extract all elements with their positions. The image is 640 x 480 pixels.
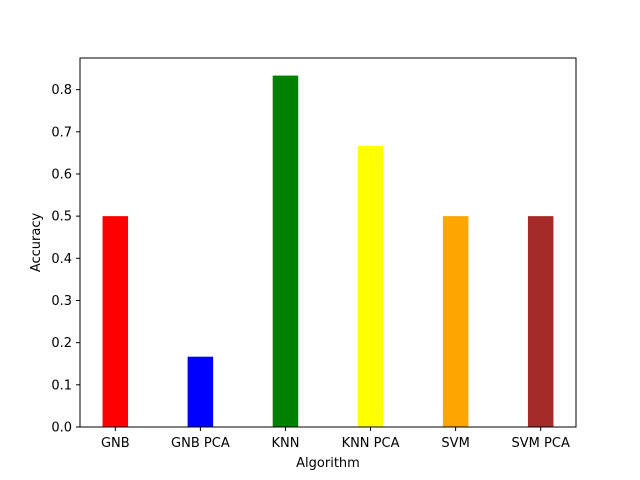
x-axis-label: Algorithm xyxy=(296,456,360,471)
x-tick-label: SVM xyxy=(441,436,469,451)
y-tick-label: 0.6 xyxy=(51,167,72,182)
x-tick-label: GNB xyxy=(101,436,130,451)
y-axis: 0.0 0.1 0.2 0.3 0.4 0.5 0.6 0.7 0.8 xyxy=(51,83,80,436)
y-tick-label: 0.0 xyxy=(51,421,72,436)
bar-knn-pca xyxy=(357,145,384,427)
bar-gnb-pca xyxy=(187,356,214,427)
y-tick-label: 0.7 xyxy=(51,125,72,140)
bar-svm xyxy=(442,216,469,427)
bar-svm-pca xyxy=(527,216,554,427)
y-tick-label: 0.8 xyxy=(51,83,72,98)
bar-gnb xyxy=(102,216,129,427)
y-tick-label: 0.5 xyxy=(51,210,72,225)
y-tick-label: 0.1 xyxy=(51,378,72,393)
bars-group xyxy=(102,75,554,428)
x-tick-label: KNN xyxy=(271,436,299,451)
plot-frame xyxy=(79,57,577,428)
y-tick-label: 0.4 xyxy=(51,252,72,267)
bar-knn xyxy=(272,75,299,428)
x-axis: GNB GNB PCA KNN KNN PCA SVM SVM PCA xyxy=(101,427,570,451)
x-tick-label: KNN PCA xyxy=(342,436,400,451)
y-tick-label: 0.2 xyxy=(51,336,72,351)
y-tick-label: 0.3 xyxy=(51,294,72,309)
y-axis-label: Accuracy xyxy=(29,213,44,273)
x-tick-label: SVM PCA xyxy=(512,436,570,451)
x-tick-label: GNB PCA xyxy=(171,436,230,451)
